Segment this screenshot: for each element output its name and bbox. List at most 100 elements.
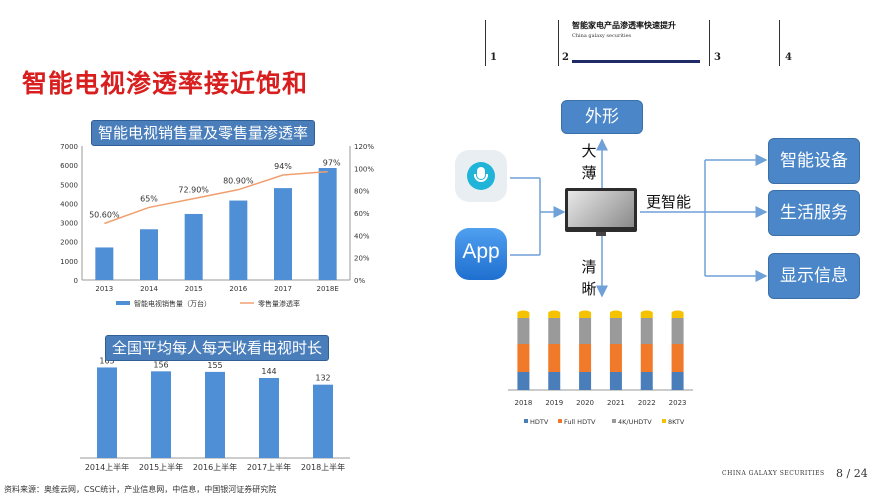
y-right-tick-label: 0% [354, 277, 365, 285]
viewing-time-bar [97, 367, 117, 458]
chart1-title: 智能电视销售量及零售量渗透率 [91, 120, 316, 146]
x-tick-label: 2016上半年 [193, 462, 237, 472]
stacked-bar-cap [640, 310, 653, 316]
nav-step-1[interactable]: 1 [490, 52, 497, 63]
viewing-time-bar [313, 384, 333, 458]
penetration-line [104, 170, 328, 225]
page-title: 智能电视渗透率接近饱和 [22, 69, 309, 98]
x-tick-label: 2015上半年 [139, 462, 183, 472]
stacked-segment-8ktv [579, 313, 592, 318]
y-right-tick-label: 40% [354, 232, 370, 240]
y-left-tick-label: 7000 [60, 143, 78, 151]
nav-step-4[interactable]: 4 [785, 52, 792, 63]
y-left-tick-label: 1000 [60, 258, 78, 266]
x-tick-label: 2020 [576, 399, 594, 407]
x-tick-label: 2021 [607, 399, 625, 407]
x-tick-label: 2018 [515, 399, 533, 407]
nav-active-indicator [572, 60, 700, 63]
page-number: 8 / 24 [836, 467, 868, 480]
stacked-segment-hdtv [609, 372, 622, 390]
sales-bar [229, 200, 248, 280]
y-left-tick-label: 2000 [60, 239, 78, 247]
x-tick-label: 2017上半年 [247, 462, 291, 472]
y-right-tick-label: 60% [354, 210, 370, 218]
app-store-icon: App [455, 228, 507, 280]
chart2-title: 全国平均每人每天收看电视时长 [105, 335, 330, 361]
x-tick-label: 2016 [229, 285, 247, 293]
stacked-segment-8ktv [671, 313, 684, 318]
legend-label-penetration: 零售量渗透率 [258, 299, 300, 308]
app-icon-label: App [462, 240, 500, 263]
x-tick-label: 2018上半年 [301, 462, 345, 472]
nav-active-title: 智能家电产品渗透率快速提升 [572, 21, 676, 30]
legend-label: HDTV [530, 418, 549, 426]
penetration-data-label: 50.60% [89, 210, 120, 219]
nav-step-2[interactable]: 2 [562, 52, 569, 63]
stacked-segment-hdtv [548, 372, 561, 390]
penetration-data-label: 94% [274, 162, 292, 171]
stacked-segment-4k-uhdtv [671, 318, 684, 344]
smart-devices-box: 智能设备 [768, 138, 860, 184]
legend-swatch [662, 419, 666, 423]
sales-bar [274, 188, 292, 280]
stacked-segment-full-hdtv [517, 344, 530, 372]
stacked-bar-cap [517, 310, 530, 316]
clear-label-char: 晰 [581, 280, 597, 298]
stacked-segment-8ktv [517, 313, 530, 318]
penetration-data-label: 97% [323, 159, 341, 168]
stacked-segment-hdtv [517, 372, 530, 390]
stacked-segment-hdtv [579, 372, 592, 390]
stacked-segment-4k-uhdtv [517, 318, 530, 344]
y-right-tick-label: 100% [354, 165, 374, 173]
stacked-segment-hdtv [640, 372, 653, 390]
stacked-segment-8ktv [609, 313, 622, 318]
stacked-segment-full-hdtv [640, 344, 653, 372]
nav-divider [779, 20, 780, 66]
viewing-time-value-label: 144 [261, 367, 276, 376]
legend-swatch [612, 419, 616, 423]
stacked-segment-full-hdtv [548, 344, 561, 372]
penetration-data-label: 72.90% [178, 186, 209, 195]
thin-label-char: 薄 [581, 164, 597, 182]
nav-active-subtitle: China galaxy securities [572, 33, 632, 39]
nav-divider [558, 20, 559, 66]
penetration-data-label: 80.90% [223, 177, 254, 186]
x-tick-label: 2015 [185, 285, 203, 293]
viewing-time-value-label: 132 [315, 374, 330, 383]
x-tick-label: 2014上半年 [85, 462, 129, 472]
legend-label-sales: 智能电视销售量（万台） [134, 299, 211, 308]
x-tick-label: 2022 [638, 399, 656, 407]
legend-label: 4K/UHDTV [618, 418, 652, 426]
viewing-time-bar [151, 371, 171, 458]
shape-box: 外形 [561, 100, 643, 134]
tv-stand-icon [596, 232, 606, 236]
stacked-bar-cap [548, 310, 561, 316]
stacked-segment-full-hdtv [671, 344, 684, 372]
legend-swatch [558, 419, 562, 423]
display-info-box: 显示信息 [768, 253, 860, 299]
y-left-tick-label: 0 [74, 277, 78, 285]
brand-name: CHINA GALAXY SECURITIES [722, 470, 825, 477]
stacked-segment-4k-uhdtv [548, 318, 561, 344]
sales-bar [140, 229, 158, 280]
thin-label-char: 大 [581, 142, 597, 160]
y-right-tick-label: 20% [354, 255, 370, 263]
source-note: 资料来源：奥维云网，CSC统计，产业信息网，中信息，中国银河证券研究院 [4, 485, 277, 494]
y-left-tick-label: 6000 [60, 162, 78, 170]
y-left-tick-label: 3000 [60, 220, 78, 228]
smarter-label: 更智能 [646, 193, 692, 211]
viewing-time-bar [259, 378, 279, 458]
viewing-time-value-label: 155 [207, 361, 222, 370]
y-right-tick-label: 80% [354, 188, 370, 196]
nav-step-3[interactable]: 3 [714, 52, 721, 63]
stacked-bar-cap [579, 310, 592, 316]
y-right-tick-label: 120% [354, 143, 374, 151]
nav-divider [485, 20, 486, 66]
x-tick-label: 2023 [669, 399, 687, 407]
nav-divider [709, 20, 710, 66]
life-services-box: 生活服务 [768, 190, 860, 236]
legend-label: Full HDTV [564, 418, 596, 426]
stacked-segment-4k-uhdtv [640, 318, 653, 344]
sales-penetration-chart: 0 1000 2000 3000 4000 5000 6000 7000 0% 20% 40% 60%… [60, 143, 374, 308]
stacked-bar-cap [609, 310, 622, 316]
